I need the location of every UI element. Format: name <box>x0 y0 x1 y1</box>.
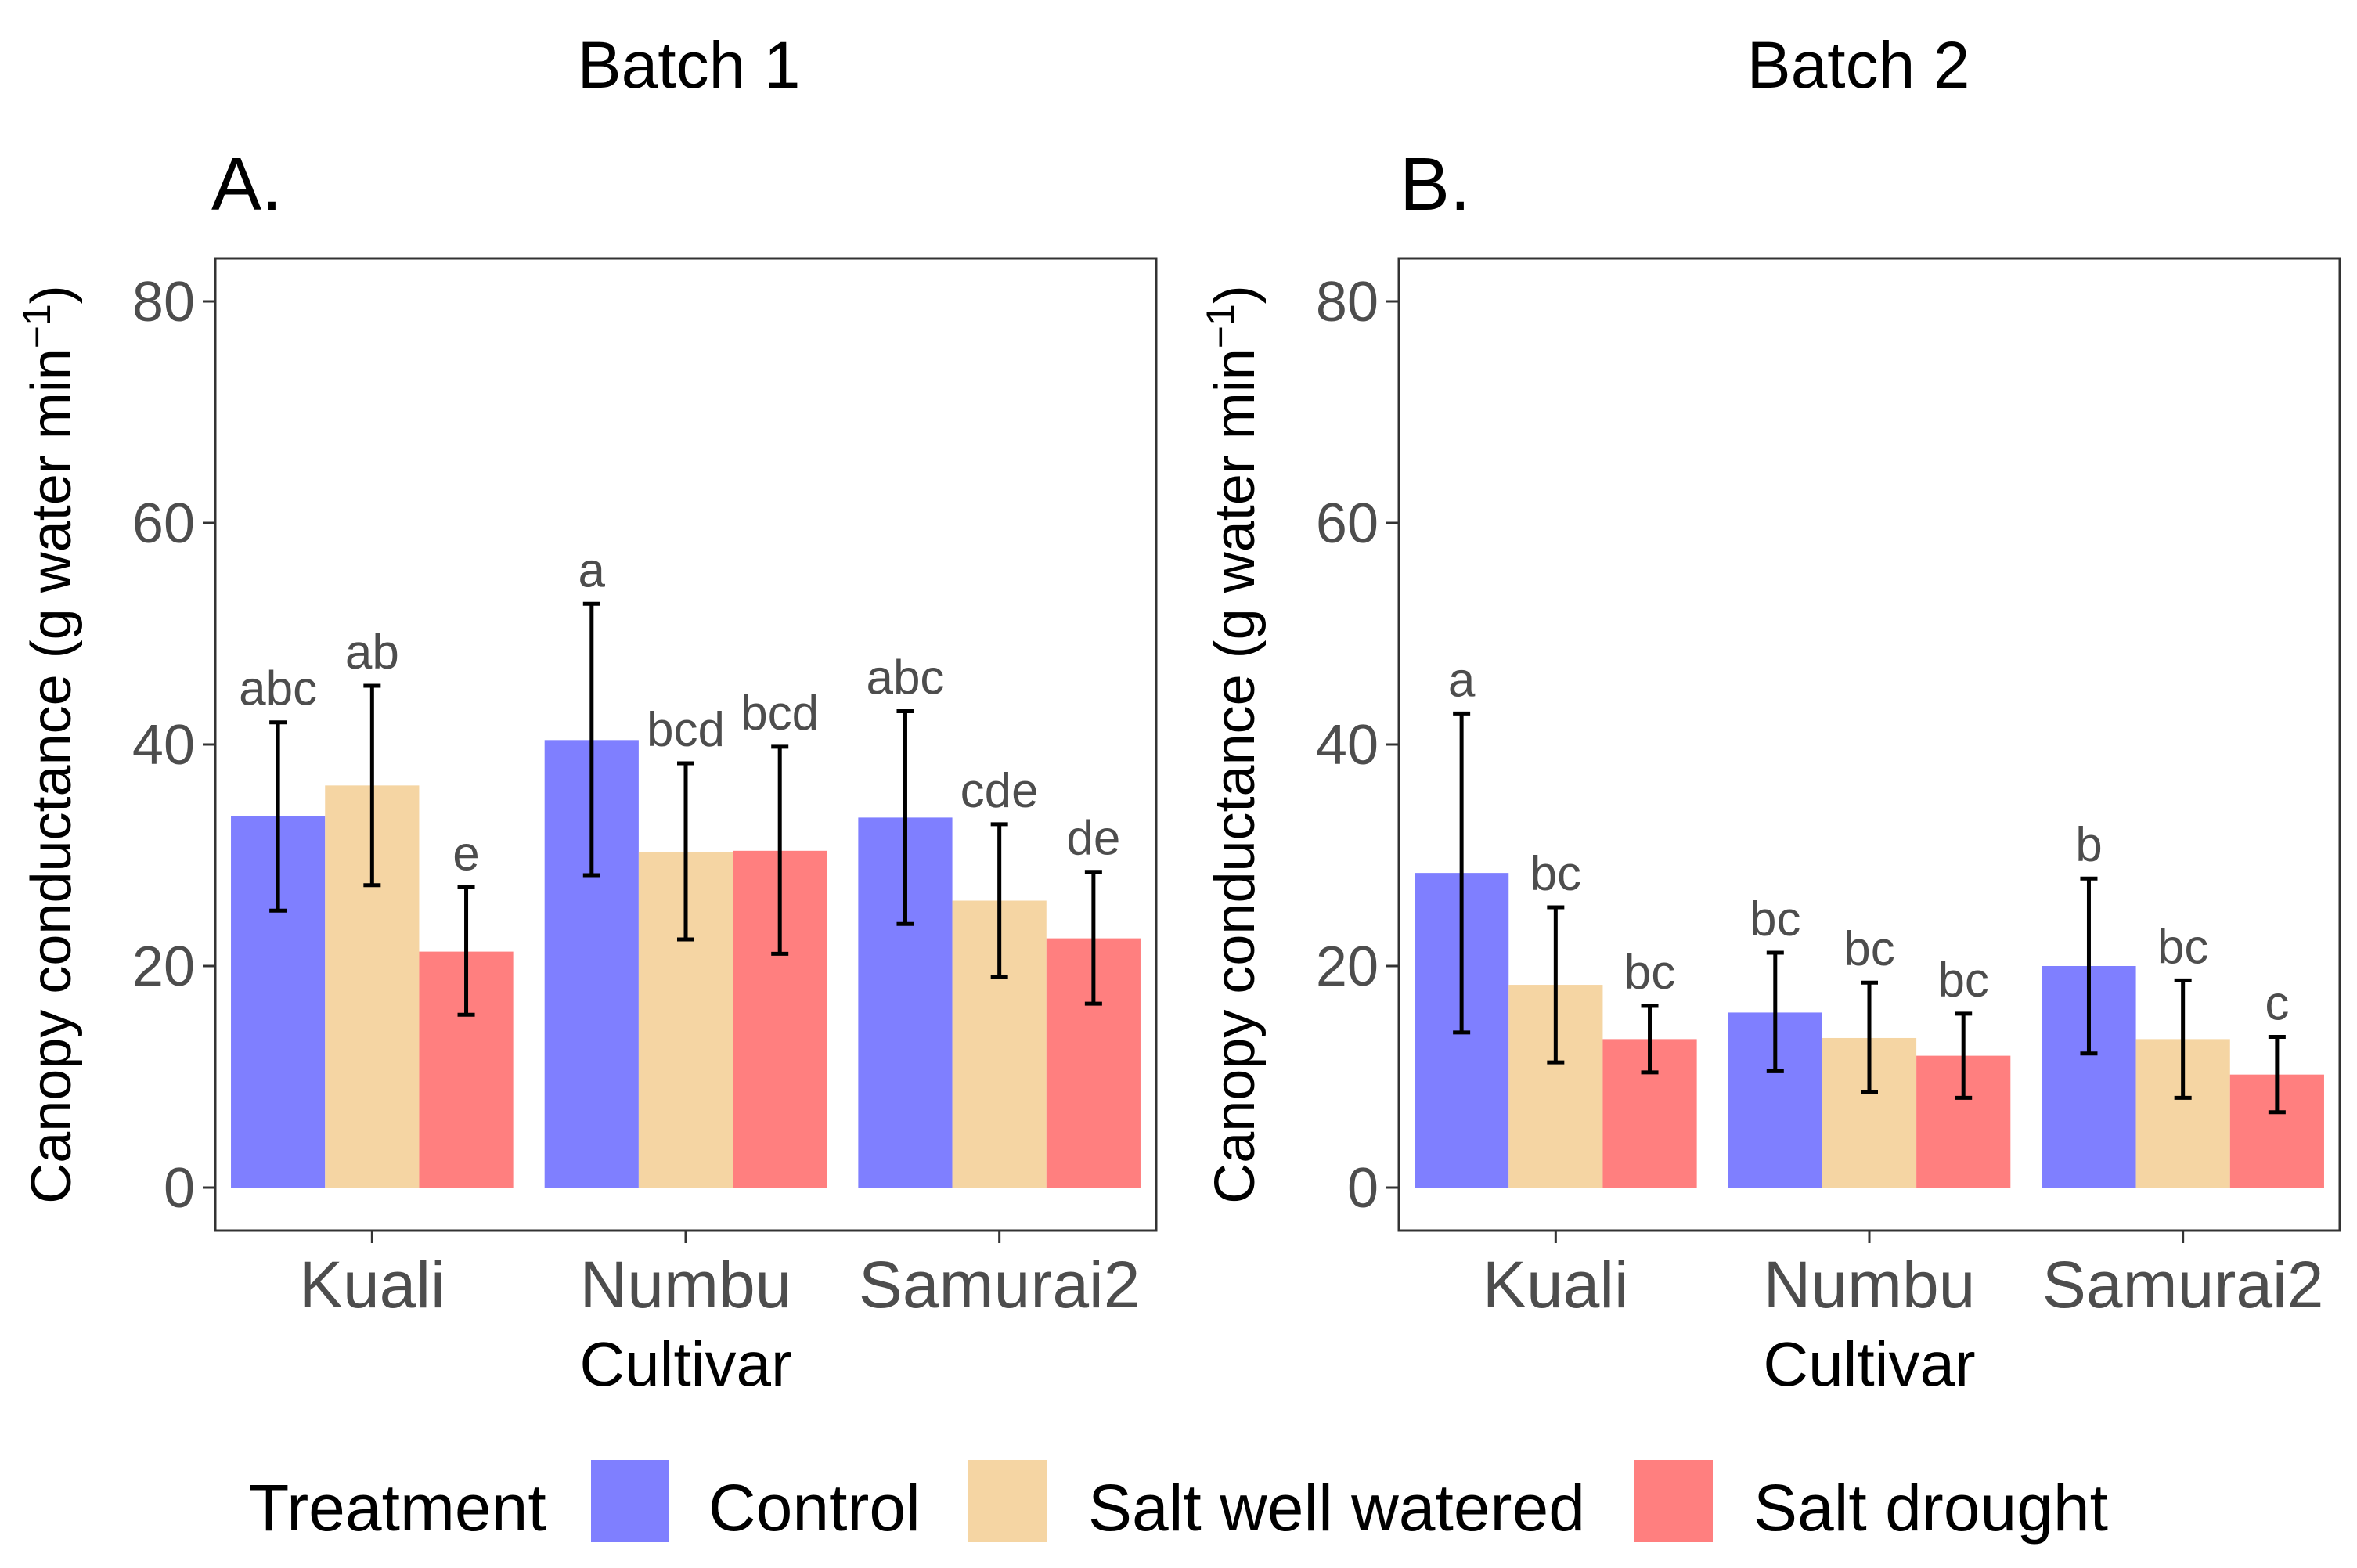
significance-letter: bc <box>1843 922 1894 976</box>
x-axis-title: Cultivar <box>579 1329 791 1399</box>
significance-letter: a <box>1448 653 1476 707</box>
batch-title: Batch 1 <box>578 28 801 102</box>
y-axis-title: Canopy conductance (g water min−1) <box>1198 285 1267 1204</box>
significance-letter: ab <box>345 625 399 679</box>
y-tick-label: 20 <box>132 935 195 998</box>
x-tick-label: Numbu <box>1764 1248 1976 1321</box>
y-tick-label: 20 <box>1316 935 1379 998</box>
batch-title: Batch 2 <box>1747 28 1970 102</box>
y-tick-label: 40 <box>1316 714 1379 777</box>
y-axis-title: Canopy conductance (g water min−1) <box>15 285 83 1204</box>
y-axis-title-superscript: −1 <box>1198 304 1242 348</box>
y-axis-title-main: Canopy conductance (g water min <box>20 348 83 1204</box>
plot-b-marks: 020406080KualiabcbcNumbubcbcbcSamurai2bb… <box>1316 271 2324 1321</box>
legend-background <box>219 1436 2137 1562</box>
legend-title: Treatment <box>249 1471 546 1545</box>
legend-swatch-salt-well-watered <box>968 1460 1047 1542</box>
significance-letter: bc <box>1530 847 1581 901</box>
y-tick-label: 0 <box>1347 1157 1379 1220</box>
y-axis-title-close: ) <box>1204 285 1267 304</box>
x-axis-title: Cultivar <box>1763 1329 1975 1399</box>
legend-label-salt-well-watered: Salt well watered <box>1088 1471 1585 1545</box>
significance-letter: e <box>452 827 479 881</box>
y-tick-label: 40 <box>132 714 195 777</box>
x-tick-label: Numbu <box>580 1248 792 1321</box>
significance-letter: bc <box>1750 892 1800 946</box>
x-tick-label: Kuali <box>299 1248 445 1321</box>
y-tick-label: 80 <box>132 271 195 333</box>
legend: Treatment Control Salt well watered Salt… <box>219 1436 2137 1562</box>
y-tick-label: 80 <box>1316 271 1379 333</box>
legend-swatch-control <box>591 1460 669 1542</box>
y-axis-title-main: Canopy conductance (g water min <box>1204 348 1267 1204</box>
significance-letter: bc <box>2157 920 2208 974</box>
significance-letter: abc <box>866 651 944 705</box>
significance-letter: bc <box>1937 953 1988 1007</box>
significance-letter: bcd <box>647 703 725 757</box>
y-tick-label: 60 <box>1316 492 1379 555</box>
legend-label-salt-drought: Salt drought <box>1753 1471 2108 1545</box>
significance-letter: bcd <box>741 687 819 741</box>
significance-letter: b <box>2075 818 2102 872</box>
significance-letter: de <box>1066 812 1120 866</box>
x-tick-label: Samurai2 <box>2042 1248 2324 1321</box>
significance-letter: c <box>2265 977 2289 1031</box>
panel-b: Batch 2 B. Canopy conductance (g water m… <box>1198 28 2341 1399</box>
panel-letter: A. <box>211 142 283 226</box>
x-tick-label: Kuali <box>1483 1248 1629 1321</box>
panel-a: Batch 1 A. Canopy conductance (g water m… <box>15 28 1158 1399</box>
y-axis-title-superscript: −1 <box>15 304 59 348</box>
y-axis-title-close: ) <box>20 285 83 304</box>
legend-swatch-salt-drought <box>1634 1460 1713 1542</box>
panel-letter: B. <box>1400 142 1471 226</box>
y-tick-label: 0 <box>164 1157 195 1220</box>
significance-letter: bc <box>1624 946 1675 1000</box>
legend-label-control: Control <box>708 1471 921 1545</box>
x-tick-label: Samurai2 <box>859 1248 1141 1321</box>
y-tick-label: 60 <box>132 492 195 555</box>
significance-letter: abc <box>239 662 317 716</box>
significance-letter: a <box>578 543 606 597</box>
significance-letter: cde <box>960 764 1039 818</box>
